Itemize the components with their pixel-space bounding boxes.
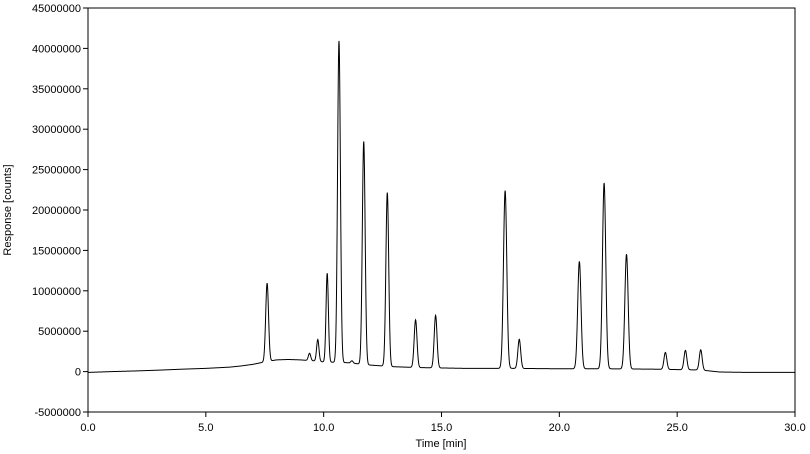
y-tick-label: -5000000 xyxy=(35,407,82,419)
y-tick-label: 5000000 xyxy=(38,326,81,338)
y-tick-label: 40000000 xyxy=(32,43,81,55)
chromatogram-trace xyxy=(87,40,795,373)
x-tick-label: 10.0 xyxy=(313,422,334,434)
y-tick-label: 0 xyxy=(75,367,81,379)
plot-frame xyxy=(87,7,796,413)
y-axis: -5000000 0 5000000 10000000 15000000 20000000… xyxy=(32,3,88,419)
y-tick-label: 35000000 xyxy=(32,84,81,96)
y-axis-label: Response [counts] xyxy=(2,164,14,255)
y-tick-label: 25000000 xyxy=(32,165,81,177)
x-axis-label: Time [min] xyxy=(416,438,467,450)
x-tick-label: 20.0 xyxy=(549,422,570,434)
y-tick-label: 10000000 xyxy=(32,286,81,298)
x-tick-label: 5.0 xyxy=(198,422,213,434)
y-tick-label: 45000000 xyxy=(32,3,81,15)
plot-background xyxy=(88,8,795,412)
y-tick-label: 20000000 xyxy=(32,205,81,217)
y-tick-label: 30000000 xyxy=(32,124,81,136)
x-tick-label: 25.0 xyxy=(666,422,687,434)
x-tick-label: 15.0 xyxy=(431,422,452,434)
x-tick-label: 30.0 xyxy=(784,422,805,434)
y-tick-label: 15000000 xyxy=(32,245,81,257)
x-axis: 0.0 5.0 10.0 15.0 20.0 25.0 30.0 xyxy=(80,412,806,434)
x-tick-label: 0.0 xyxy=(80,422,95,434)
